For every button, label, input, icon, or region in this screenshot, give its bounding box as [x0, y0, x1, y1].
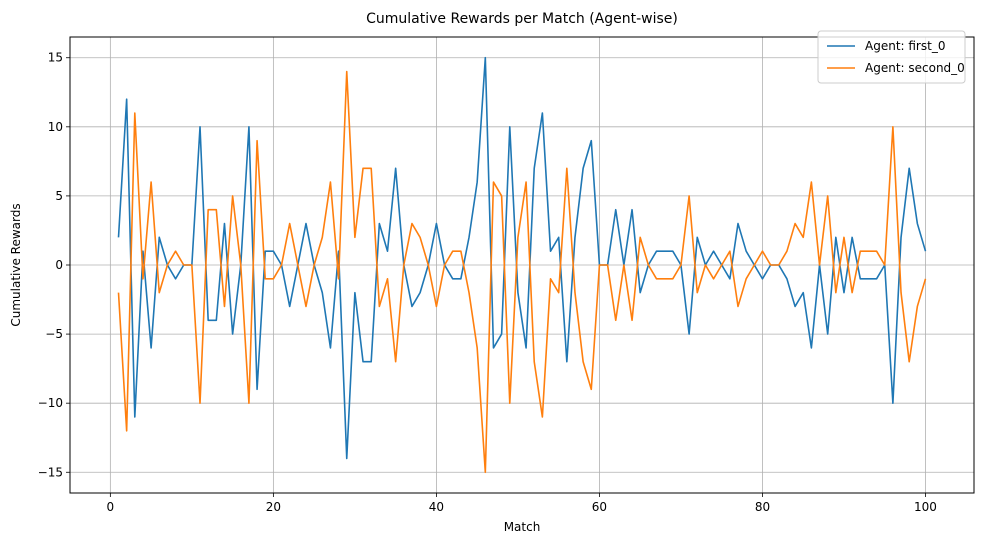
y-tick-label: −10: [38, 396, 63, 410]
axis-ticks: 0 20 40 60 80 100 −15 −10 −5 0 5 10 15: [38, 51, 937, 514]
series-lines: [117, 56, 927, 474]
x-tick-label: 100: [914, 500, 937, 514]
legend-label-0: Agent: first_0: [865, 39, 945, 53]
y-tick-label: 10: [48, 120, 63, 134]
x-tick-label: 0: [107, 500, 115, 514]
legend-box: [817, 30, 966, 84]
series-line-1: [117, 70, 927, 474]
y-tick-label: −5: [45, 327, 63, 341]
y-tick-label: 0: [55, 258, 63, 272]
x-tick-label: 40: [429, 500, 444, 514]
y-tick-label: −15: [38, 465, 63, 479]
x-tick-label: 20: [266, 500, 281, 514]
y-tick-label: 15: [48, 51, 63, 65]
legend: Agent: first_0 Agent: second_0: [817, 30, 966, 84]
legend-label-1: Agent: second_0: [865, 61, 965, 75]
x-tick-label: 80: [755, 500, 770, 514]
x-tick-label: 60: [592, 500, 607, 514]
grid-lines: [70, 37, 974, 493]
chart-title: Cumulative Rewards per Match (Agent-wise…: [366, 11, 678, 27]
x-axis-title: Match: [504, 520, 541, 534]
y-axis-title: Cumulative Rewards: [9, 203, 23, 326]
y-tick-label: 5: [55, 189, 63, 203]
